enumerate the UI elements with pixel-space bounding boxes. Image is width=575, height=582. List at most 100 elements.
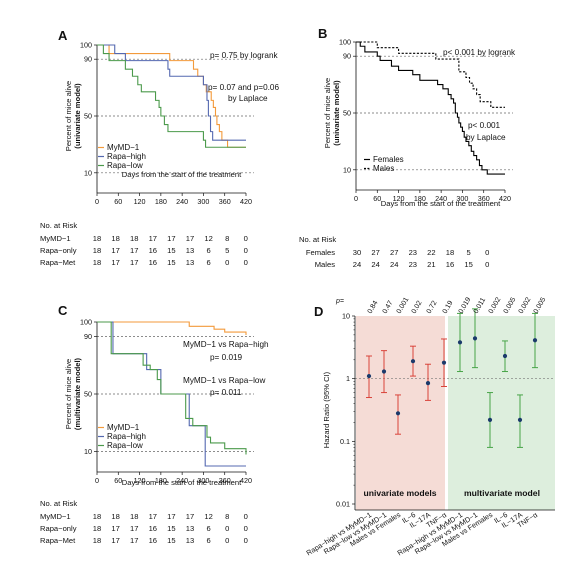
hazard-ratio-point: [366, 373, 372, 379]
survival-curve-mymd-1: [97, 44, 246, 148]
risk-count: 16: [149, 258, 157, 267]
risk-count: 17: [149, 234, 157, 243]
risk-count: 17: [167, 234, 175, 243]
x-tick-label: 300: [197, 197, 209, 206]
survival-curve-males: [356, 41, 505, 108]
risk-count: 0: [244, 258, 248, 267]
hazard-ratio-point: [517, 417, 523, 422]
y-tick-label: 90: [84, 55, 92, 64]
risk-count: 18: [93, 536, 101, 545]
hazard-ratio-point: [472, 336, 478, 341]
x-tick-label: 180: [155, 197, 167, 206]
x-tick-label: 360: [219, 197, 231, 206]
risk-count: 27: [371, 248, 379, 257]
risk-count: 16: [149, 536, 157, 545]
risk-count: 18: [93, 524, 101, 533]
risk-count: 6: [206, 536, 210, 545]
band-label: multivariate model: [464, 488, 540, 498]
annotation: p< 0.001: [468, 121, 501, 130]
hazard-ratio-point: [487, 417, 493, 422]
risk-row-label: MyMD−1: [40, 234, 71, 243]
x-tick-label: 420: [240, 197, 252, 206]
risk-count: 0: [244, 246, 248, 255]
risk-count: 17: [186, 512, 194, 521]
risk-count: 23: [409, 248, 417, 257]
risk-table-title: No. at Risk: [40, 499, 77, 508]
p-value-label: 0.72: [426, 300, 439, 315]
x-tick-label: 60: [114, 197, 122, 206]
legend-label: Rapa−low: [107, 161, 143, 170]
risk-count: 0: [225, 536, 229, 545]
risk-count: 5: [225, 246, 229, 255]
risk-count: 6: [206, 246, 210, 255]
risk-count: 18: [111, 234, 119, 243]
risk-count: 0: [225, 258, 229, 267]
risk-count: 6: [206, 258, 210, 267]
risk-count: 15: [167, 246, 175, 255]
x-axis-title: Days from the start of the treatment: [122, 478, 242, 487]
hazard-ratio-point: [441, 360, 447, 365]
p-value-label: 0.005: [503, 296, 518, 315]
band-univariate: [356, 316, 445, 510]
risk-count: 12: [204, 234, 212, 243]
p-value-label: 0.001: [396, 296, 411, 315]
y-tick-label: 10: [342, 312, 350, 321]
y-tick-label: 90: [84, 332, 92, 341]
y-tick-label: 50: [343, 109, 351, 118]
y-tick-label: 100: [339, 38, 351, 47]
risk-count: 16: [149, 246, 157, 255]
band-multivariate: [448, 316, 555, 510]
y-tick-label: 100: [80, 318, 92, 327]
y-axis-title: Hazard Ratio (95% CI): [322, 371, 331, 448]
risk-count: 17: [111, 246, 119, 255]
risk-count: 0: [244, 536, 248, 545]
x-tick-label: 120: [134, 197, 146, 206]
y-tick-label: 0.1: [340, 437, 350, 446]
risk-table-title: No. at Risk: [40, 221, 77, 230]
x-tick-label: 60: [373, 194, 381, 203]
x-tick-label: 360: [478, 194, 490, 203]
risk-row-label: Rapa−Met: [40, 536, 76, 545]
risk-count: 0: [485, 248, 489, 257]
hazard-ratio-point: [532, 338, 538, 343]
band-label: univariate models: [363, 488, 436, 498]
risk-count: 30: [353, 248, 361, 257]
legend-label: Rapa−high: [107, 152, 146, 161]
risk-count: 6: [206, 524, 210, 533]
risk-count: 17: [111, 536, 119, 545]
risk-count: 17: [111, 258, 119, 267]
risk-count: 18: [93, 246, 101, 255]
hazard-ratio-point: [381, 369, 387, 374]
annotation: MyMD−1 vs Rapa−high: [183, 340, 269, 349]
risk-row-label: Rapa−Met: [40, 258, 76, 267]
risk-count: 23: [409, 260, 417, 269]
risk-table-title: No. at Risk: [299, 235, 336, 244]
y-axis-subtitle: (univariate model): [73, 83, 82, 149]
risk-count: 18: [130, 512, 138, 521]
risk-count: 24: [371, 260, 379, 269]
risk-count: 17: [130, 258, 138, 267]
annotation: p= 0.07 and p=0.06: [208, 83, 279, 92]
hazard-ratio-point: [457, 340, 463, 345]
survival-curve-females: [356, 41, 505, 175]
risk-count: 12: [204, 512, 212, 521]
x-tick-label: 120: [393, 194, 405, 203]
p-value-label: 0.47: [382, 300, 395, 315]
risk-count: 18: [130, 234, 138, 243]
survival-curve-rapa-low: [97, 44, 246, 148]
legend-label: MyMD−1: [107, 143, 140, 152]
x-tick-label: 300: [197, 476, 209, 485]
annotation: p< 0.001 by logrank: [443, 48, 516, 57]
y-tick-label: 0.01: [336, 500, 350, 509]
survival-curve-mymd-1: [97, 321, 247, 335]
risk-count: 16: [446, 260, 454, 269]
hazard-ratio-point: [395, 411, 401, 416]
legend-label: MyMD−1: [107, 423, 140, 432]
p-value-label: 0.02: [411, 300, 424, 315]
risk-count: 13: [186, 536, 194, 545]
survival-curve-rapa-high: [97, 44, 246, 141]
annotation: MyMD−1 vs Rapa−low: [183, 376, 265, 385]
x-tick-label: 180: [414, 194, 426, 203]
